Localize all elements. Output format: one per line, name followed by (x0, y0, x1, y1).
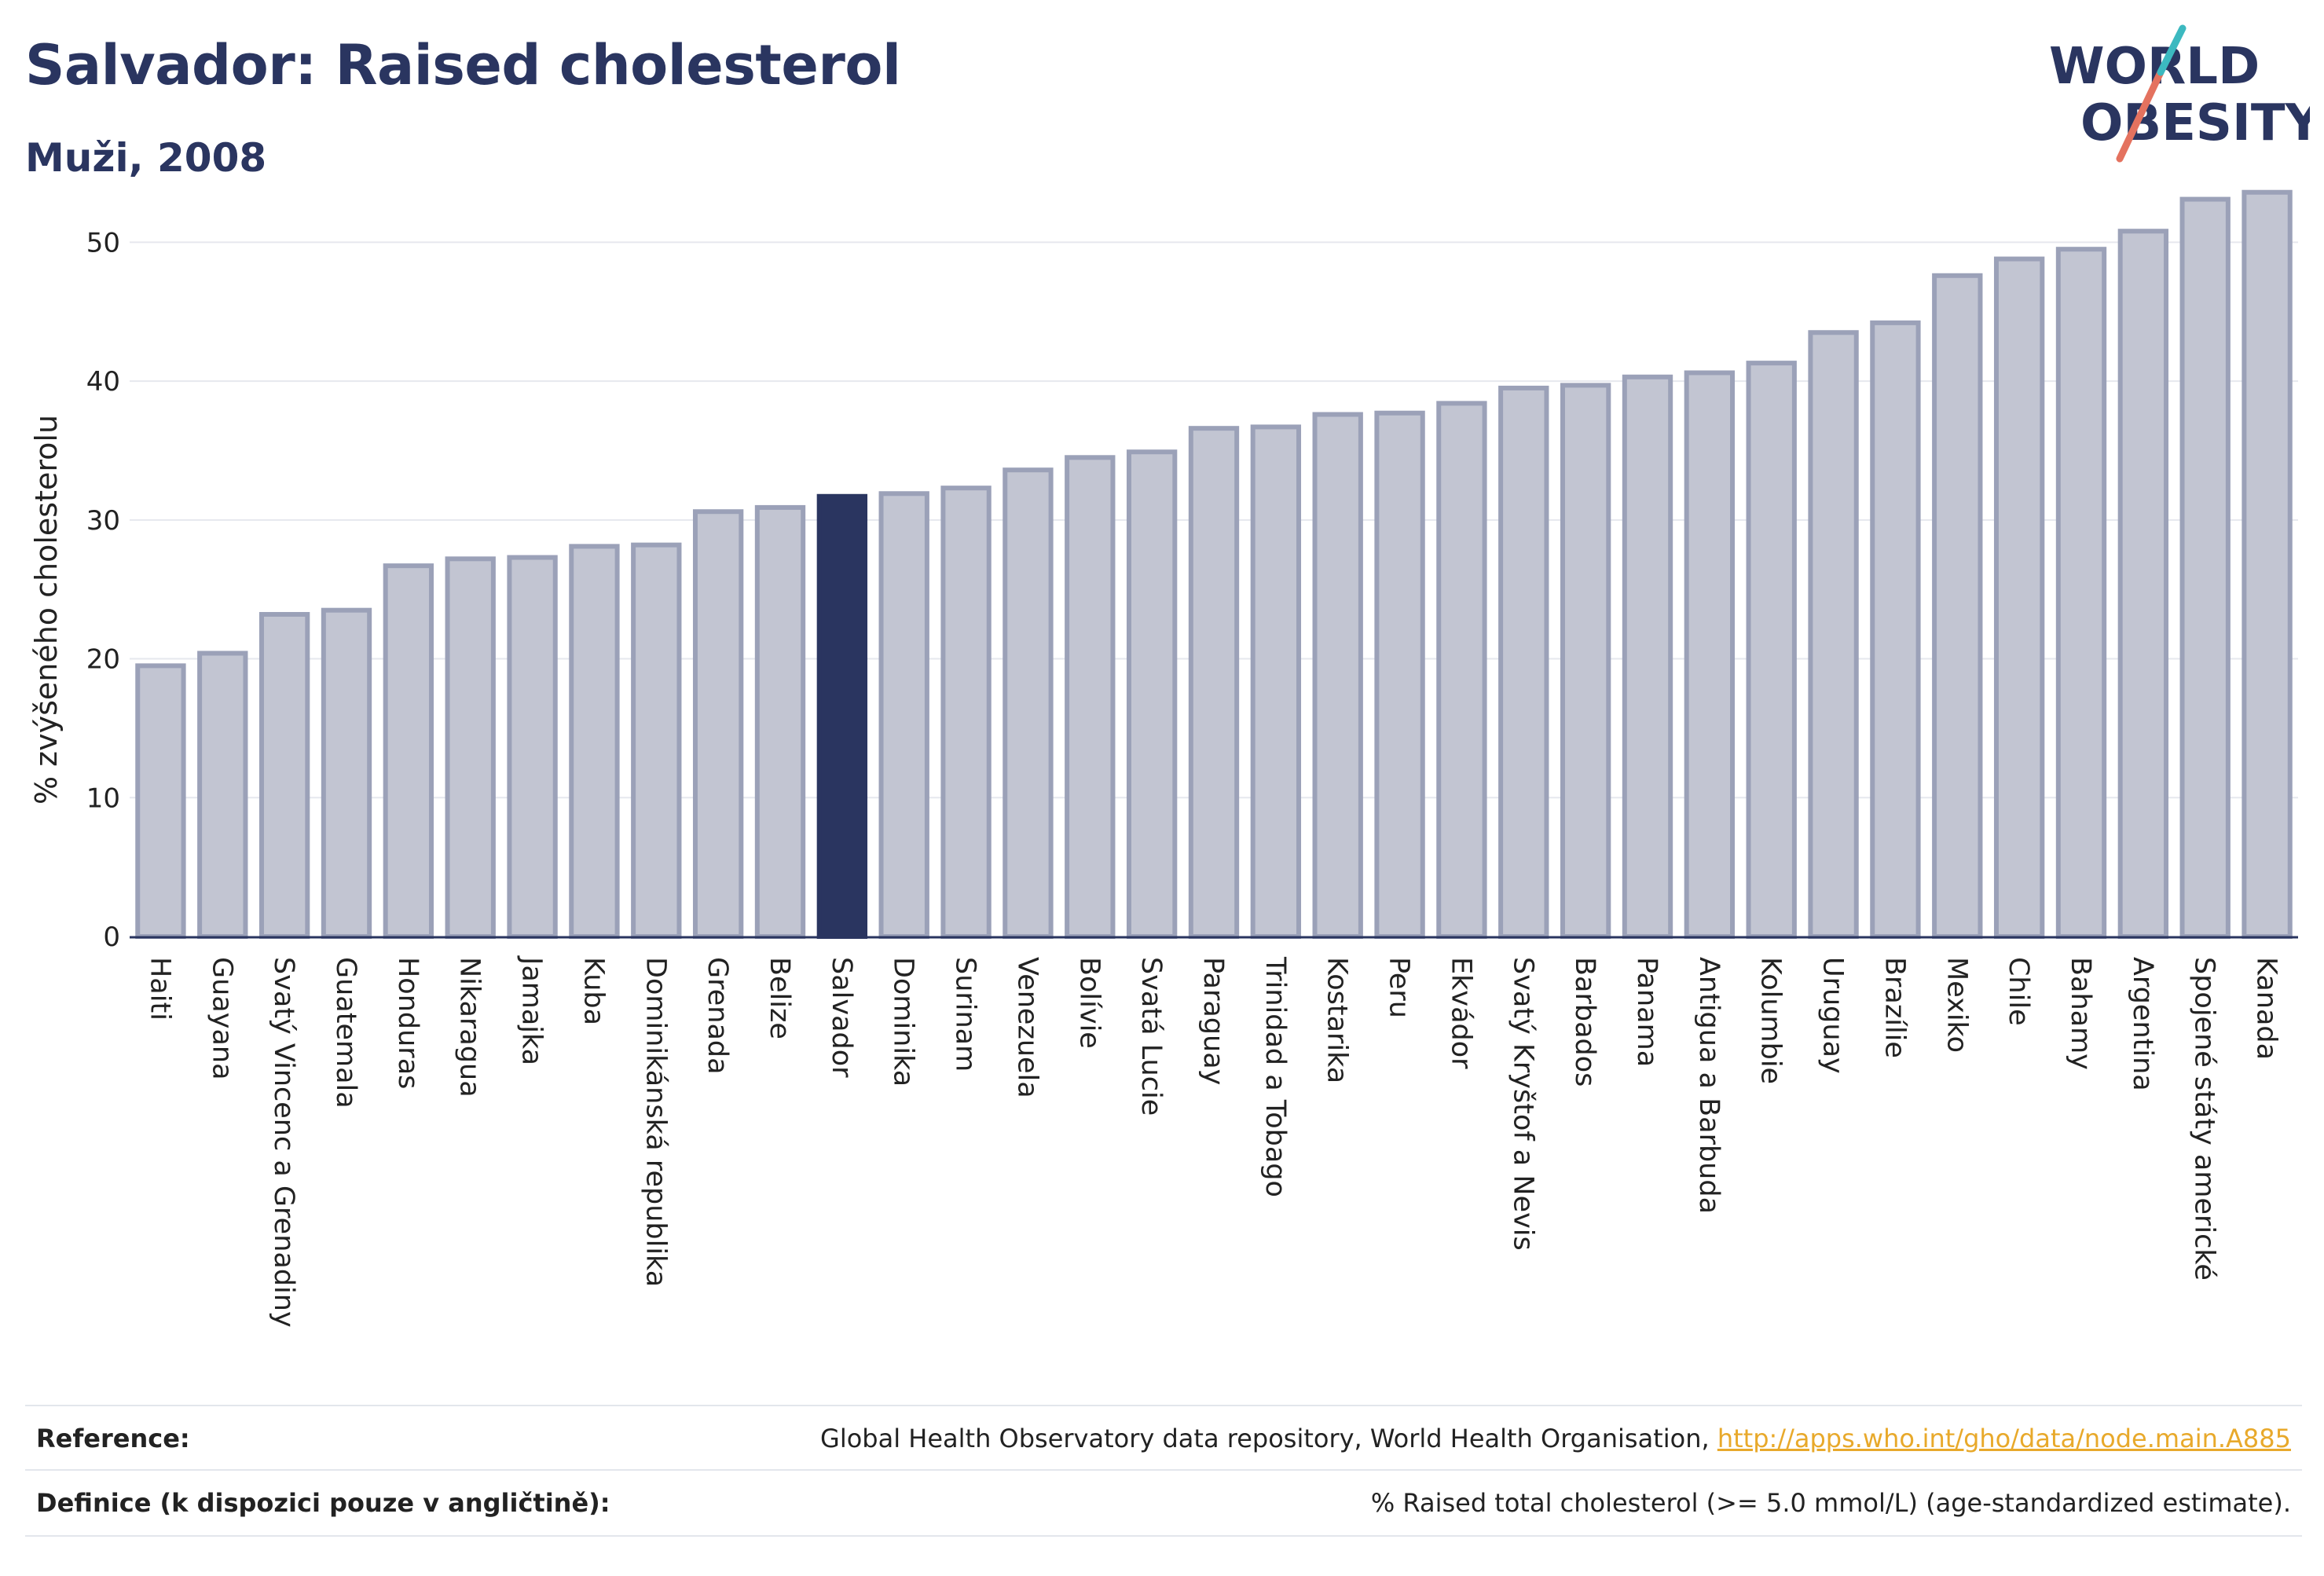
bar-kanada[interactable] (2242, 189, 2293, 939)
bars (135, 189, 2293, 940)
y-tick-label: 20 (86, 644, 120, 676)
reference-text: Global Health Observatory data repositor… (820, 1424, 1717, 1453)
bar-paraguay[interactable] (1188, 426, 1240, 939)
y-tick-label: 40 (86, 366, 120, 398)
bar-kostarika[interactable] (1312, 412, 1363, 939)
bar-guayana[interactable] (197, 651, 248, 940)
reference-row: Reference: Global Health Observatory dat… (25, 1405, 2302, 1471)
world-obesity-logo: WORLD OBESITY (2049, 24, 2310, 163)
bar-peru[interactable] (1374, 410, 1425, 939)
y-tick-label: 0 (103, 922, 120, 953)
x-tick-label: Spojené státy americké (2189, 957, 2220, 1281)
x-tick-label: Dominika (888, 957, 919, 1087)
bar-uruguay[interactable] (1808, 330, 1859, 939)
bar-svat-lucie[interactable] (1126, 449, 1178, 939)
x-tick-label: Salvador (826, 957, 857, 1078)
x-tick-label: Surinam (950, 957, 981, 1072)
bar-grenada[interactable] (692, 509, 744, 939)
x-tick-label: Venezuela (1011, 957, 1043, 1098)
x-axis-labels: Haiti Guayana Svatý Vincenc a Grenadiny Gua… (144, 955, 2282, 1328)
x-tick-label: Paraguay (1197, 957, 1229, 1085)
bar-dominika[interactable] (878, 491, 929, 939)
x-tick-label: Belize (764, 957, 795, 1039)
logo-slash-coral (2116, 68, 2165, 163)
bar-svat-kry-tof-a-nevis[interactable] (1498, 385, 1549, 940)
x-tick-label: Guatemala (330, 957, 361, 1109)
bar-trinidad-a-tobago[interactable] (1250, 424, 1302, 939)
bar-spojen-st-ty-americk-[interactable] (2179, 196, 2231, 939)
bar-nikaragua[interactable] (445, 556, 496, 939)
y-tick-label: 10 (86, 783, 120, 814)
page-title: Salvador: Raised cholesterol (25, 33, 901, 97)
x-tick-label: Argentina (2127, 957, 2158, 1091)
bar-honduras[interactable] (383, 563, 434, 939)
x-tick-label: Chile (2003, 957, 2034, 1026)
reference-label: Reference: (36, 1424, 190, 1453)
reference-link[interactable]: http://apps.who.int/gho/data/node.main.A… (1717, 1424, 2291, 1453)
definition-label: Definice (k dispozici pouze v angličtině… (36, 1488, 610, 1518)
x-tick-label: Trinidad a Tobago (1259, 956, 1291, 1197)
logo-slash-teal (2157, 24, 2187, 76)
x-tick-label: Kostarika (1321, 957, 1353, 1083)
bar-salvador[interactable] (816, 493, 868, 939)
x-tick-label: Peru (1384, 957, 1415, 1018)
bar-antigua-a-barbuda[interactable] (1684, 370, 1736, 940)
bar-kolumbie[interactable] (1746, 361, 1797, 939)
bar-chile[interactable] (1993, 256, 2045, 939)
x-tick-label: Svatá Lucie (1135, 957, 1167, 1116)
x-tick-label: Ekvádor (1445, 957, 1476, 1069)
x-tick-label: Panama (1631, 957, 1662, 1067)
x-tick-label: Haiti (144, 957, 175, 1021)
bar-panama[interactable] (1622, 374, 1673, 940)
x-tick-label: Mexiko (1941, 957, 1972, 1053)
x-tick-label: Kuba (577, 957, 609, 1025)
x-tick-label: Brazílie (1879, 957, 1910, 1058)
bar-bol-vie[interactable] (1065, 455, 1116, 939)
x-tick-label: Kanada (2251, 957, 2282, 1060)
bar-surinam[interactable] (940, 486, 992, 939)
bar-dominik-nsk-republika[interactable] (631, 542, 682, 939)
bar-svat-vincenc-a-grenadiny[interactable] (258, 611, 310, 939)
reference-value: Global Health Observatory data repositor… (820, 1424, 2291, 1453)
bar-ekv-dor[interactable] (1436, 401, 1487, 939)
x-tick-label: Uruguay (1817, 957, 1849, 1074)
x-tick-label: Honduras (392, 957, 423, 1089)
y-tick-label: 30 (86, 505, 120, 537)
x-tick-label: Dominikánská republika (640, 957, 671, 1287)
definition-text: % Raised total cholesterol (>= 5.0 mmol/… (1370, 1488, 2291, 1518)
bar-chart: 0 10 20 30 40 50 Haiti Guayana Svatý Vincenc a … (29, 189, 2298, 1328)
y-axis-label: % zvýšeného cholesterolu (29, 415, 64, 804)
bar-belize[interactable] (754, 504, 806, 939)
bar-guatemala[interactable] (321, 607, 372, 939)
bar-venezuela[interactable] (1003, 467, 1054, 939)
bar-kuba[interactable] (569, 544, 620, 939)
x-tick-label: Jamajka (516, 955, 548, 1065)
x-tick-label: Nikaragua (454, 957, 486, 1098)
x-tick-label: Guayana (206, 957, 237, 1080)
x-tick-label: Antigua a Barbuda (1693, 957, 1725, 1214)
page-subtitle: Muži, 2008 (25, 135, 267, 181)
bar-jamajka[interactable] (507, 555, 558, 939)
bar-barbados[interactable] (1560, 383, 1611, 940)
x-tick-label: Svatý Vincenc a Grenadiny (268, 957, 299, 1328)
bar-braz-lie[interactable] (1870, 320, 1921, 939)
bar-haiti[interactable] (135, 663, 186, 940)
y-axis-ticks: 0 10 20 30 40 50 (86, 227, 120, 953)
y-tick-label: 50 (86, 227, 120, 258)
x-tick-label: Grenada (702, 957, 733, 1075)
x-tick-label: Bolívie (1073, 957, 1105, 1049)
definition-row: Definice (k dispozici pouze v angličtině… (25, 1469, 2302, 1537)
bar-mexiko[interactable] (1932, 273, 1983, 939)
x-tick-label: Kolumbie (1755, 957, 1787, 1084)
bar-bahamy[interactable] (2055, 247, 2107, 939)
x-tick-label: Bahamy (2065, 957, 2096, 1070)
x-tick-label: Svatý Kryštof a Nevis (1507, 957, 1538, 1251)
bar-argentina[interactable] (2117, 229, 2169, 939)
x-tick-label: Barbados (1569, 957, 1600, 1087)
logo-line-2: OBESITY (2080, 94, 2310, 152)
